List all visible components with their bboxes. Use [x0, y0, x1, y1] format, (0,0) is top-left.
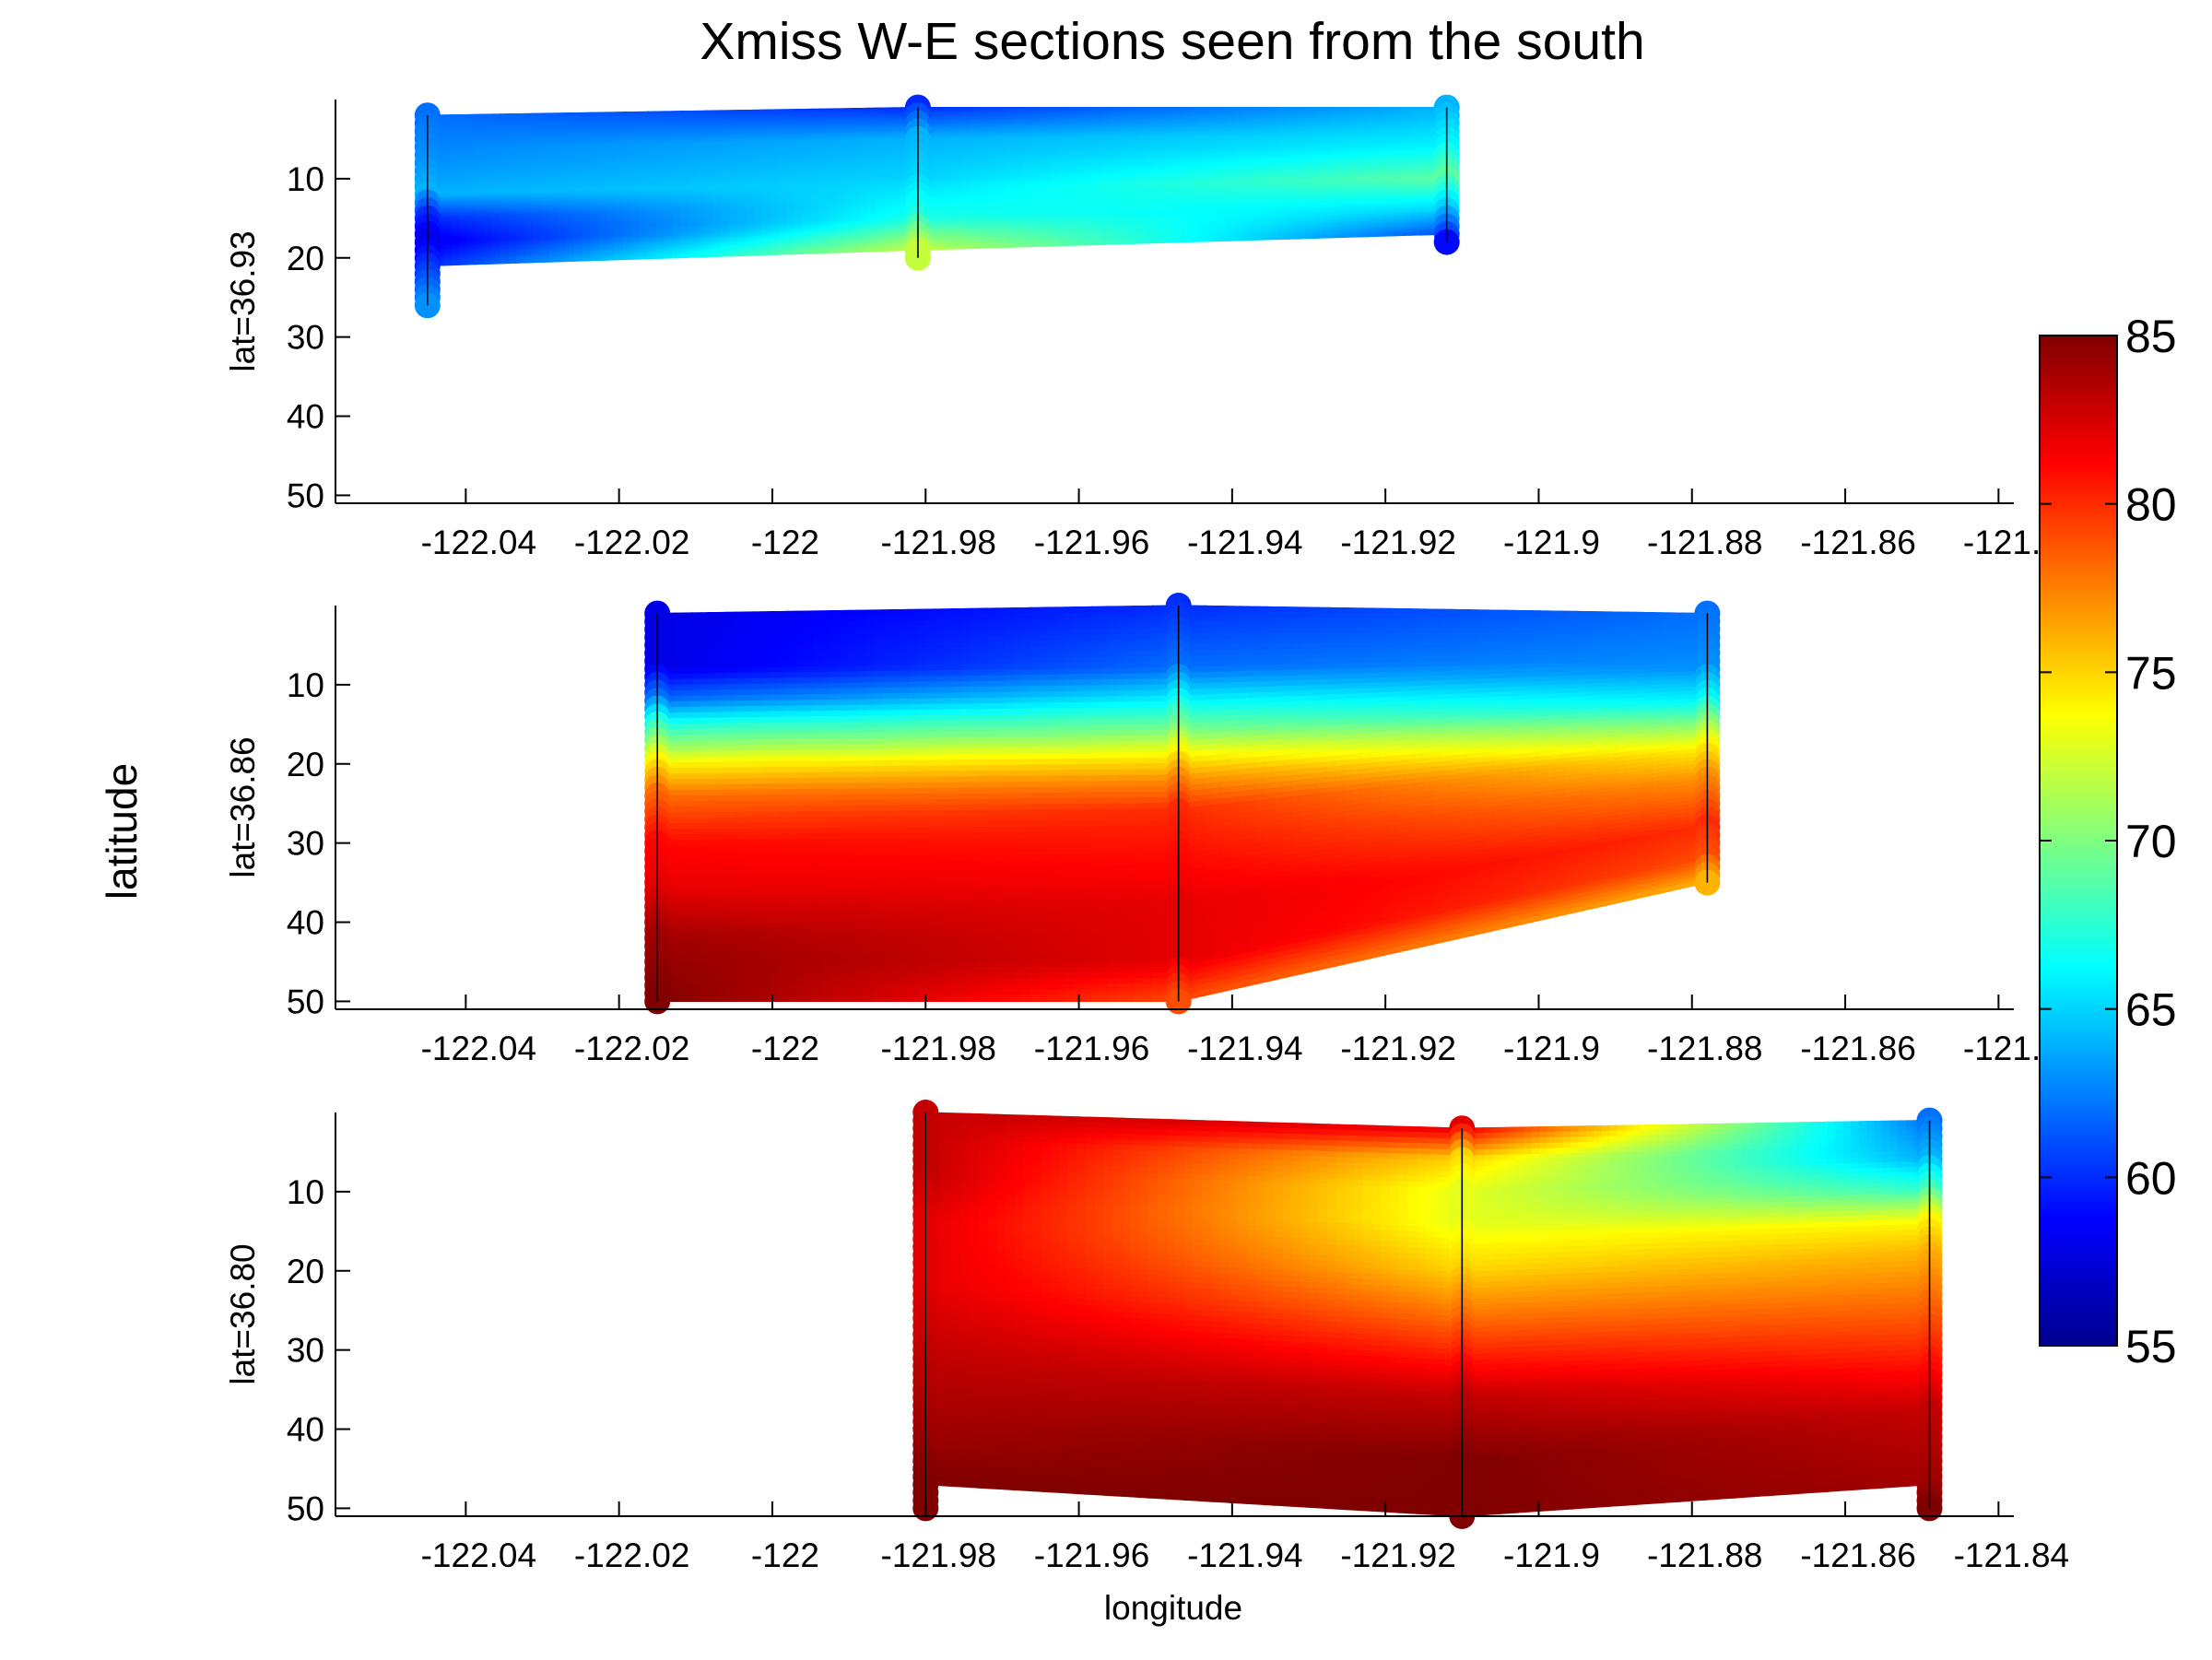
field-cell — [630, 255, 641, 260]
field-cell — [622, 256, 633, 261]
field-cell — [500, 260, 511, 265]
field-cell — [884, 248, 894, 252]
field-cell — [778, 251, 788, 255]
field-cell — [558, 258, 568, 263]
field-cell — [943, 246, 954, 250]
field-cell — [970, 245, 981, 250]
field-cell — [803, 251, 813, 254]
field-cell — [606, 256, 617, 261]
field-cell — [664, 254, 674, 259]
field-cell — [492, 260, 502, 265]
field-cell — [459, 261, 469, 265]
field-cell — [655, 255, 665, 259]
field-cell — [827, 250, 837, 253]
field-cell — [467, 261, 477, 265]
figure-title: Xmiss W-E sections seen from the south — [700, 12, 1644, 71]
field-cell — [484, 261, 494, 265]
field-cell — [524, 259, 535, 264]
field-cell — [876, 248, 887, 253]
field-cell — [442, 262, 453, 266]
field-cell — [979, 245, 990, 249]
field-cell — [582, 257, 592, 262]
field-cell — [451, 262, 461, 266]
field-cell — [952, 245, 963, 250]
field-cell — [541, 259, 551, 263]
field-cell — [786, 251, 796, 255]
field-cell — [852, 249, 862, 253]
field-cell — [680, 254, 690, 259]
field-cell — [860, 249, 870, 253]
field-cell — [712, 253, 723, 257]
field-cell — [835, 249, 845, 253]
field-cell — [794, 251, 805, 255]
section-field — [427, 106, 1448, 267]
field-cell — [996, 244, 1007, 249]
field-cell — [961, 245, 971, 250]
y-axis-label: latitude — [98, 763, 146, 900]
field-cell — [843, 249, 853, 253]
field-cell — [508, 260, 518, 265]
field-cell — [615, 256, 625, 261]
field-cell — [672, 254, 682, 259]
field-cell — [639, 255, 649, 260]
field-cell — [476, 261, 486, 265]
field-cell — [704, 253, 714, 258]
field-cell — [753, 252, 764, 256]
field-cell — [533, 259, 543, 264]
field-cell — [810, 250, 821, 254]
field-cell — [688, 253, 699, 258]
field-cell — [818, 250, 830, 254]
field-cell — [746, 253, 756, 256]
field-cell — [573, 257, 583, 262]
field-cell — [935, 246, 946, 251]
field-cell — [770, 252, 780, 255]
field-cell — [868, 248, 878, 253]
field-cell — [549, 258, 559, 263]
field-cell — [590, 257, 600, 262]
field-cell — [565, 258, 576, 263]
field-cell — [761, 252, 771, 256]
field-cell — [1005, 244, 1016, 248]
field-cell — [737, 253, 747, 257]
field-cell — [729, 253, 739, 257]
field-cell — [696, 253, 706, 258]
field-cell — [647, 255, 657, 260]
field-cell — [892, 247, 902, 252]
field-cell — [987, 244, 998, 249]
field-cell — [721, 253, 731, 257]
x-axis-label: longitude — [1104, 1589, 1242, 1627]
field-cell — [598, 257, 608, 261]
field-cell — [516, 259, 526, 264]
